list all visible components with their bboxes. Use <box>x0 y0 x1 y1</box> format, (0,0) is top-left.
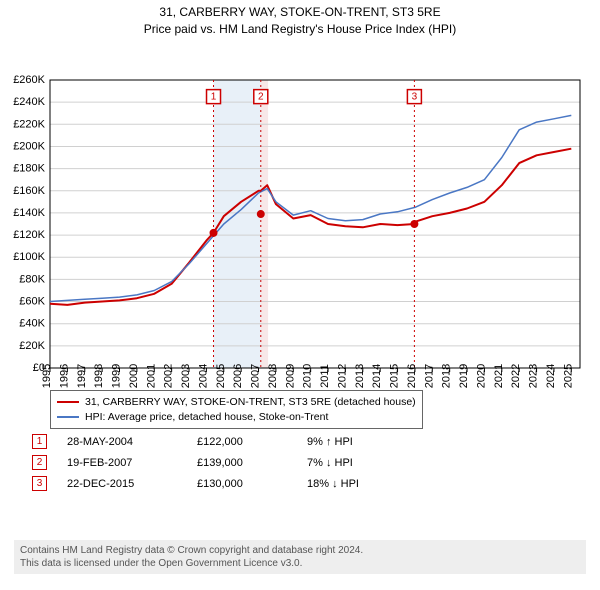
x-tick-label: 1997 <box>76 363 88 387</box>
event-price: £122,000 <box>197 436 287 448</box>
x-tick-label: 2004 <box>197 363 209 387</box>
arrow-icon: ↓ <box>332 478 338 490</box>
x-tick-label: 2005 <box>215 363 227 387</box>
x-tick-label: 2011 <box>319 364 331 388</box>
price-chart: £0£20K£40K£60K£80K£100K£120K£140K£160K£1… <box>0 38 600 388</box>
x-tick-label: 1995 <box>41 363 53 387</box>
legend-label: HPI: Average price, detached house, Stok… <box>85 410 328 425</box>
marker-number: 2 <box>258 91 264 102</box>
x-tick-label: 2013 <box>354 363 366 387</box>
y-tick-label: £240K <box>13 96 45 108</box>
x-tick-label: 2021 <box>493 363 505 387</box>
x-tick-label: 2020 <box>475 363 487 387</box>
marker-number: 1 <box>211 91 217 102</box>
y-tick-label: £40K <box>19 317 45 329</box>
y-tick-label: £140K <box>13 207 45 219</box>
event-row: 2 19-FEB-2007 £139,000 7% ↓ HPI <box>32 455 572 470</box>
x-tick-label: 2023 <box>528 363 540 387</box>
legend-row: 31, CARBERRY WAY, STOKE-ON-TRENT, ST3 5R… <box>57 395 416 410</box>
event-row: 3 22-DEC-2015 £130,000 18% ↓ HPI <box>32 476 572 491</box>
legend-swatch <box>57 416 79 418</box>
x-tick-label: 2015 <box>389 363 401 387</box>
x-tick-label: 2025 <box>562 363 574 387</box>
x-tick-label: 2003 <box>180 363 192 387</box>
shaded-region <box>261 80 268 368</box>
y-tick-label: £200K <box>13 140 45 152</box>
title-block: 31, CARBERRY WAY, STOKE-ON-TRENT, ST3 5R… <box>0 0 600 38</box>
x-tick-label: 2017 <box>423 363 435 387</box>
event-pct: 7% ↓ HPI <box>307 457 417 469</box>
y-tick-label: £160K <box>13 184 45 196</box>
x-tick-label: 2024 <box>545 363 557 387</box>
legend-swatch <box>57 401 79 403</box>
x-tick-label: 2019 <box>458 363 470 387</box>
x-tick-label: 1999 <box>111 363 123 387</box>
event-row: 1 28-MAY-2004 £122,000 9% ↑ HPI <box>32 434 572 449</box>
x-tick-label: 2010 <box>302 363 314 387</box>
event-pct: 18% ↓ HPI <box>307 478 417 490</box>
y-tick-label: £180K <box>13 162 45 174</box>
x-tick-label: 2022 <box>510 363 522 387</box>
marker-dot <box>410 220 418 228</box>
arrow-icon: ↑ <box>326 436 332 448</box>
footer-line2: This data is licensed under the Open Gov… <box>20 557 580 570</box>
y-tick-label: £120K <box>13 229 45 241</box>
title-line2: Price paid vs. HM Land Registry's House … <box>0 21 600 38</box>
title-line1: 31, CARBERRY WAY, STOKE-ON-TRENT, ST3 5R… <box>0 4 600 21</box>
y-tick-label: £260K <box>13 74 45 86</box>
x-tick-label: 2008 <box>267 363 279 387</box>
y-tick-label: £60K <box>19 295 45 307</box>
x-tick-label: 2009 <box>284 363 296 387</box>
footer-line1: Contains HM Land Registry data © Crown c… <box>20 544 580 557</box>
event-date: 22-DEC-2015 <box>67 478 177 490</box>
legend-label: 31, CARBERRY WAY, STOKE-ON-TRENT, ST3 5R… <box>85 395 416 410</box>
x-tick-label: 2006 <box>232 363 244 387</box>
y-tick-label: £220K <box>13 118 45 130</box>
x-tick-label: 2002 <box>163 363 175 387</box>
event-date: 28-MAY-2004 <box>67 436 177 448</box>
legend: 31, CARBERRY WAY, STOKE-ON-TRENT, ST3 5R… <box>50 390 423 429</box>
event-marker-box: 2 <box>32 455 47 470</box>
arrow-icon: ↓ <box>326 457 332 469</box>
x-tick-label: 2014 <box>371 363 383 387</box>
event-price: £139,000 <box>197 457 287 469</box>
event-marker-box: 3 <box>32 476 47 491</box>
y-tick-label: £80K <box>19 273 45 285</box>
event-marker-box: 1 <box>32 434 47 449</box>
series-property <box>50 148 571 304</box>
marker-dot <box>210 228 218 236</box>
marker-dot <box>257 210 265 218</box>
x-tick-label: 2012 <box>336 363 348 387</box>
event-date: 19-FEB-2007 <box>67 457 177 469</box>
x-tick-label: 2016 <box>406 363 418 387</box>
footer-attribution: Contains HM Land Registry data © Crown c… <box>14 540 586 574</box>
marker-number: 3 <box>412 91 418 102</box>
y-tick-label: £20K <box>19 339 45 351</box>
x-tick-label: 2000 <box>128 363 140 387</box>
x-tick-label: 1996 <box>58 363 70 387</box>
x-tick-label: 2007 <box>250 363 262 387</box>
series-hpi <box>50 115 571 301</box>
plot-border <box>50 80 580 368</box>
x-tick-label: 2001 <box>145 363 157 387</box>
shaded-region <box>214 80 261 368</box>
events-table: 1 28-MAY-2004 £122,000 9% ↑ HPI 2 19-FEB-2007… <box>32 434 572 497</box>
x-tick-label: 1998 <box>93 363 105 387</box>
x-tick-label: 2018 <box>441 363 453 387</box>
y-tick-label: £100K <box>13 251 45 263</box>
legend-row: HPI: Average price, detached house, Stok… <box>57 410 416 425</box>
event-pct: 9% ↑ HPI <box>307 436 417 448</box>
event-price: £130,000 <box>197 478 287 490</box>
